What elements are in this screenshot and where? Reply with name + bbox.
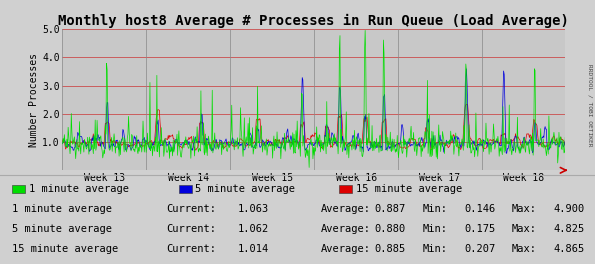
- Text: 1 minute average: 1 minute average: [12, 204, 112, 214]
- Text: 4.865: 4.865: [553, 244, 585, 254]
- Text: 0.175: 0.175: [464, 224, 496, 234]
- Bar: [178, 185, 192, 194]
- Title: Monthly host8 Average # Processes in Run Queue (Load Average): Monthly host8 Average # Processes in Run…: [58, 14, 569, 28]
- Text: Average:: Average:: [321, 224, 371, 234]
- Text: 15 minute average: 15 minute average: [356, 184, 462, 194]
- Text: 1 minute average: 1 minute average: [29, 184, 129, 194]
- Text: RRDTOOL / TOBI OETIKER: RRDTOOL / TOBI OETIKER: [588, 64, 593, 147]
- Text: Current:: Current:: [167, 204, 217, 214]
- Text: 4.900: 4.900: [553, 204, 585, 214]
- Text: Average:: Average:: [321, 204, 371, 214]
- Text: Last data entered at Sat May  6 11:10:00 2000.: Last data entered at Sat May 6 11:10:00 …: [12, 263, 299, 264]
- Text: 0.885: 0.885: [375, 244, 406, 254]
- Text: Min:: Min:: [422, 244, 447, 254]
- Y-axis label: Number Processes: Number Processes: [29, 53, 39, 147]
- Text: 5 minute average: 5 minute average: [12, 224, 112, 234]
- Bar: [339, 185, 352, 194]
- Text: Average:: Average:: [321, 244, 371, 254]
- Text: 4.825: 4.825: [553, 224, 585, 234]
- Text: Max:: Max:: [512, 224, 537, 234]
- Text: 0.887: 0.887: [375, 204, 406, 214]
- Text: 15 minute average: 15 minute average: [12, 244, 118, 254]
- Text: 5 minute average: 5 minute average: [195, 184, 295, 194]
- Text: Current:: Current:: [167, 224, 217, 234]
- Text: Min:: Min:: [422, 204, 447, 214]
- Text: 1.063: 1.063: [238, 204, 270, 214]
- Text: 0.207: 0.207: [464, 244, 496, 254]
- Text: 0.146: 0.146: [464, 204, 496, 214]
- Text: Max:: Max:: [512, 244, 537, 254]
- Text: Max:: Max:: [512, 204, 537, 214]
- Text: 0.880: 0.880: [375, 224, 406, 234]
- Bar: [12, 185, 25, 194]
- Text: Min:: Min:: [422, 224, 447, 234]
- Text: Current:: Current:: [167, 244, 217, 254]
- Text: 1.014: 1.014: [238, 244, 270, 254]
- Text: 1.062: 1.062: [238, 224, 270, 234]
